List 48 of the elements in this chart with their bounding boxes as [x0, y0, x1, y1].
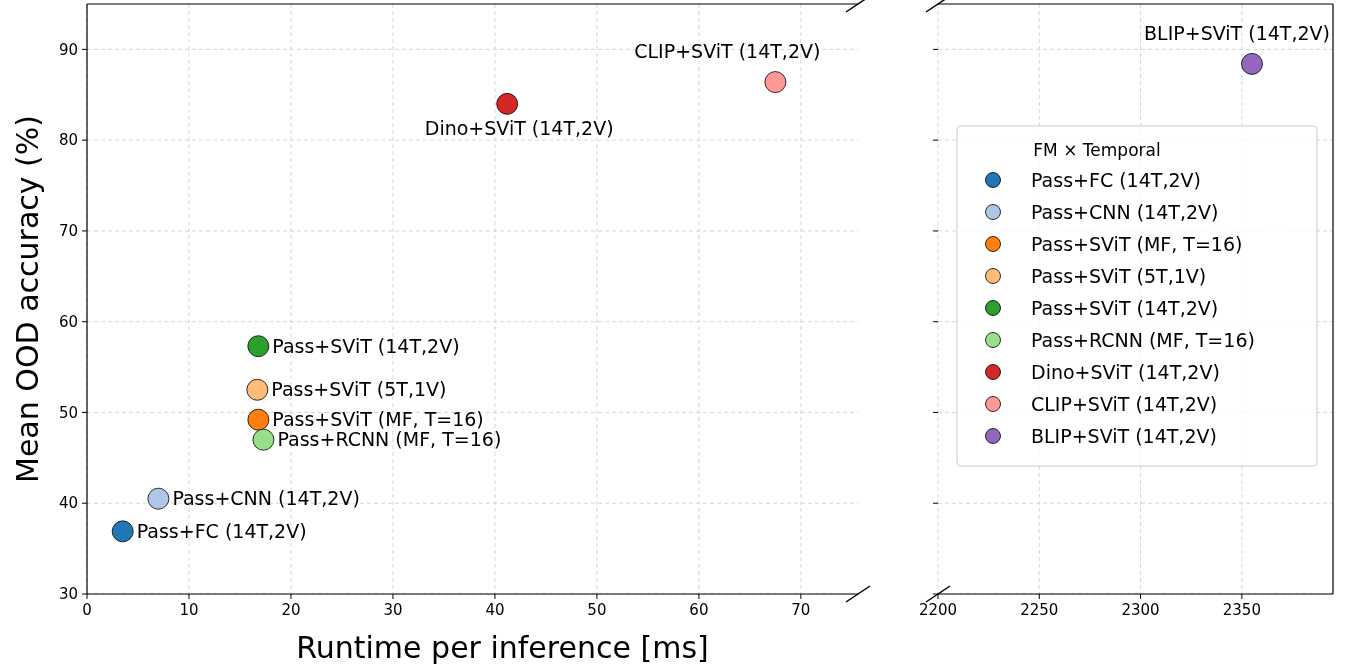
series-label: Pass+SViT (MF, T=16)	[272, 408, 484, 431]
point	[252, 428, 275, 451]
point	[111, 520, 134, 543]
y-tick-label: 80	[58, 131, 78, 150]
series-label: Pass+RCNN (MF, T=16)	[277, 428, 502, 451]
series-label: Pass+SViT (14T,2V)	[272, 334, 460, 357]
legend-label: CLIP+SViT (14T,2V)	[1031, 392, 1218, 415]
x-tick-label: 2350	[1222, 601, 1261, 619]
y-tick-label: 30	[58, 585, 78, 604]
x-tick-label: 40	[485, 601, 505, 619]
legend-label: Dino+SViT (14T,2V)	[1031, 360, 1220, 383]
x-tick-label: 20	[281, 601, 301, 619]
series-label: Pass+SViT (5T,1V)	[271, 378, 447, 401]
x-tick-label: 30	[383, 601, 403, 619]
series-label: Pass+CNN (14T,2V)	[172, 487, 360, 510]
legend-label: Pass+RCNN (MF, T=16)	[1031, 328, 1255, 351]
x-tick-label: 2300	[1121, 601, 1160, 619]
x-tick-label: 2200	[918, 601, 958, 619]
legend-label: Pass+SViT (MF, T=16)	[1031, 232, 1243, 255]
series-label: Dino+SViT (14T,2V)	[424, 117, 614, 140]
legend-title: FM × Temporal	[1033, 139, 1161, 160]
y-axis-title: Mean OOD accuracy (%)	[10, 115, 45, 483]
point	[764, 71, 787, 93]
x-axis-title: Runtime per inference [ms]	[296, 630, 709, 665]
point	[496, 92, 519, 115]
series-label: Pass+FC (14T,2V)	[136, 520, 307, 543]
point	[147, 487, 170, 510]
legend-label: BLIP+SViT (14T,2V)	[1031, 424, 1217, 447]
x-tick-label: 60	[689, 601, 709, 619]
legend-label: Pass+SViT (5T,1V)	[1031, 264, 1207, 287]
x-tick-label: 70	[791, 601, 811, 619]
legend-label: Pass+FC (14T,2V)	[1031, 168, 1201, 191]
y-tick-label: 70	[58, 222, 78, 241]
point	[247, 335, 270, 358]
y-tick-label: 40	[58, 494, 78, 513]
legend-label: Pass+CNN (14T,2V)	[1031, 200, 1219, 223]
point	[247, 408, 270, 431]
x-tick-label: 2250	[1020, 601, 1059, 619]
x-tick-label: 50	[587, 601, 607, 619]
x-tick-label: 0	[82, 601, 92, 619]
legend-label: Pass+SViT (14T,2V)	[1031, 296, 1219, 319]
x-tick-label: 10	[179, 601, 199, 619]
point	[246, 378, 269, 401]
y-tick-label: 90	[58, 40, 78, 59]
y-tick-label: 50	[58, 403, 78, 422]
text: CLIP+SViT (14T,2V)	[634, 40, 821, 63]
text: BLIP+SViT (14T,2V)	[1144, 21, 1330, 44]
y-tick-label: 60	[58, 312, 78, 331]
